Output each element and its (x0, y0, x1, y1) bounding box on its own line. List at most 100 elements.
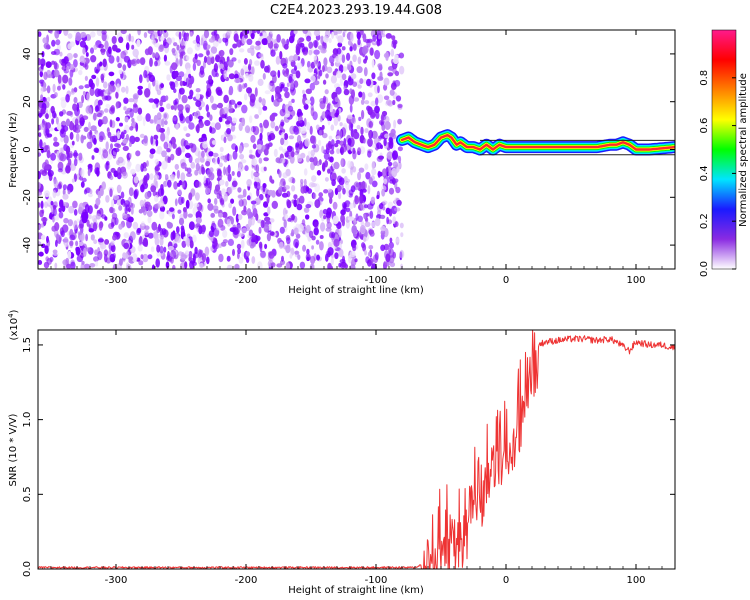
spectrogram-noise-blob (130, 35, 135, 43)
spectrogram-noise-blob (218, 116, 223, 123)
spectrogram-noise-blob (99, 61, 103, 67)
spectrogram-noise-blob (76, 102, 80, 112)
spectrogram-noise-blob (326, 221, 332, 229)
spectrogram-noise-blob (267, 189, 274, 196)
spectrogram-noise-blob (394, 221, 399, 228)
spectrogram-noise-blob (291, 177, 296, 184)
spectrogram-noise-blob (81, 213, 88, 224)
spectrogram-noise-blob (303, 168, 308, 176)
spectrogram-noise-blob (180, 225, 185, 231)
spectrogram-noise-blob (150, 185, 157, 193)
spectrogram-noise-blob (305, 99, 311, 104)
spectrogram-noise-blob (232, 248, 235, 257)
spectrogram-noise-blob (359, 225, 366, 234)
spectrogram-noise-blob (65, 165, 71, 174)
spectrogram-y-tick-label: 0 (22, 146, 33, 152)
spectrogram-noise-blob (323, 189, 329, 194)
spectrogram-noise-blob (154, 166, 160, 172)
spectrogram-noise-blob (295, 47, 301, 56)
spectrogram-noise-blob (163, 30, 169, 38)
spectrogram-y-axis-label: Frequency (Hz) (8, 112, 19, 188)
spectrogram-noise-blob (385, 51, 389, 61)
spectrogram-noise-blob (393, 57, 399, 65)
spectrogram-noise-blob (84, 84, 90, 89)
spectrogram-noise-blob (44, 190, 50, 198)
snr-x-tick-label: 100 (626, 575, 645, 586)
spectrogram-noise-blob (376, 142, 382, 150)
spectrogram-noise-blob (306, 35, 312, 42)
spectrogram-noise-blob (304, 138, 310, 147)
spectrogram-noise-blob (378, 155, 384, 160)
spectrogram-noise-blob (185, 145, 191, 150)
spectrogram-noise-blob (205, 160, 211, 167)
spectrogram-noise-blob (339, 130, 343, 140)
spectrogram-noise-blob (151, 104, 157, 109)
spectrogram-noise-blob (340, 127, 347, 137)
spectrogram-noise-blob (162, 112, 169, 121)
spectrogram-noise-blob (323, 215, 327, 220)
spectrogram-noise-blob (169, 207, 175, 212)
spectrogram-noise-blob (166, 74, 171, 81)
spectrogram-noise-blob (382, 200, 388, 205)
spectrogram-noise-blob (124, 116, 129, 123)
spectrogram-noise-blob (53, 48, 61, 56)
spectrogram-noise-blob (139, 199, 145, 207)
spectrogram-noise-blob (364, 221, 371, 228)
spectrogram-noise-blob (354, 195, 360, 205)
spectrogram-noise-blob (255, 235, 261, 241)
spectrogram-noise-blob (62, 188, 66, 196)
spectrogram-noise-blob (254, 60, 260, 66)
spectrogram-noise-blob (231, 171, 235, 176)
spectrogram-noise-blob (223, 166, 226, 176)
spectrogram-noise-blob (110, 143, 113, 150)
spectrogram-noise-blob (214, 184, 221, 192)
spectrogram-noise-blob (245, 72, 249, 79)
spectrogram-noise-blob (131, 253, 138, 263)
spectrogram-noise-blob (216, 192, 221, 199)
spectrogram-noise-blob (364, 100, 370, 105)
spectrogram-noise-blob (130, 168, 136, 175)
spectrogram-noise-blob (293, 194, 298, 200)
spectrogram-noise-blob (358, 116, 362, 122)
spectrogram-noise-blob (66, 263, 72, 269)
spectrogram-noise-blob (228, 154, 232, 161)
spectrogram-noise-blob (357, 147, 362, 156)
spectrogram-noise-blob (241, 227, 247, 234)
spectrogram-noise-blob (126, 160, 132, 170)
spectrogram-noise-blob (226, 30, 232, 36)
spectrogram-noise-blob (79, 233, 85, 242)
spectrogram-noise-blob (109, 253, 116, 263)
spectrogram-noise-blob (362, 188, 367, 193)
spectrogram-noise-blob (304, 78, 311, 84)
spectrogram-noise-blob (53, 201, 58, 207)
spectrogram-noise-blob (386, 99, 392, 106)
spectrogram-noise-blob (351, 225, 358, 235)
spectrogram-noise-blob (371, 161, 375, 170)
spectrogram-noise-blob (253, 171, 260, 177)
spectrogram-noise-blob (328, 135, 333, 140)
spectrogram-noise-blob (181, 146, 186, 153)
spectrogram-noise-blob (118, 223, 123, 230)
snr-y-tick-label: 0.0 (22, 561, 33, 577)
spectrogram-noise-blob (338, 248, 344, 258)
spectrogram-noise-blob (143, 135, 148, 144)
spectrogram-noise-blob (178, 31, 182, 40)
spectrogram-noise-blob (174, 163, 179, 170)
spectrogram-noise-blob (109, 107, 115, 115)
spectrogram-noise-blob (112, 44, 118, 52)
spectrogram-noise-blob (174, 98, 179, 105)
spectrogram-noise-blob (126, 219, 132, 229)
spectrogram-noise-blob (284, 159, 289, 165)
spectrogram-noise-blob (349, 264, 356, 269)
spectrogram-noise-blob (308, 230, 314, 238)
spectrogram-noise-blob (46, 144, 51, 154)
spectrogram-noise-blob (280, 83, 285, 89)
spectrogram-noise-blob (308, 182, 316, 188)
spectrogram-noise-blob (132, 48, 139, 58)
spectrogram-noise-blob (179, 80, 184, 87)
spectrogram-noise-blob (274, 125, 279, 132)
spectrogram-noise-blob (51, 118, 55, 125)
spectrogram-noise-blob (238, 163, 244, 172)
spectrogram-noise-blob (229, 48, 234, 56)
spectrogram-noise-blob (130, 203, 135, 209)
